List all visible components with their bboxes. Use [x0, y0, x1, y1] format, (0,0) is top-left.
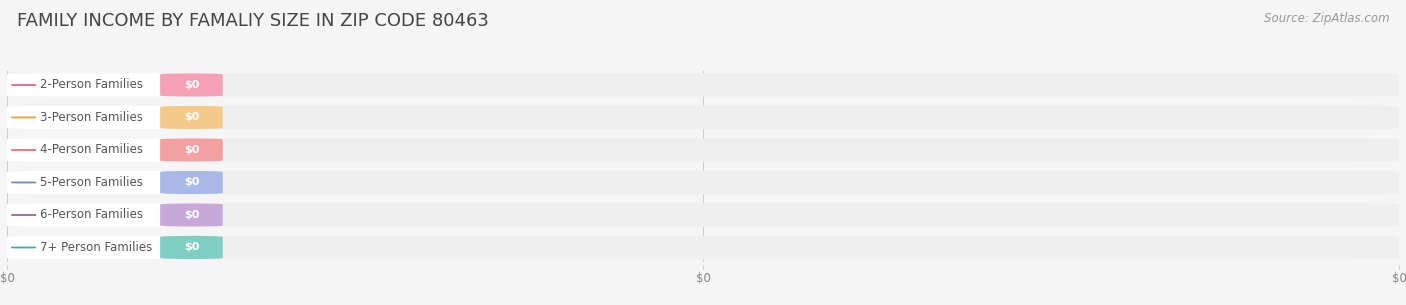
Text: FAMILY INCOME BY FAMALIY SIZE IN ZIP CODE 80463: FAMILY INCOME BY FAMALIY SIZE IN ZIP COD… — [17, 12, 489, 30]
Text: $0: $0 — [184, 242, 200, 253]
Text: 3-Person Families: 3-Person Families — [41, 111, 143, 124]
Text: 2-Person Families: 2-Person Families — [41, 78, 143, 92]
FancyBboxPatch shape — [7, 138, 222, 162]
FancyBboxPatch shape — [7, 106, 222, 129]
Text: $0: $0 — [184, 145, 200, 155]
Text: $0: $0 — [184, 178, 200, 188]
Text: $0: $0 — [184, 113, 200, 123]
FancyBboxPatch shape — [7, 73, 222, 97]
Circle shape — [11, 247, 37, 248]
FancyBboxPatch shape — [7, 171, 1399, 194]
FancyBboxPatch shape — [160, 171, 222, 194]
FancyBboxPatch shape — [7, 73, 1399, 97]
Text: 5-Person Families: 5-Person Families — [41, 176, 143, 189]
FancyBboxPatch shape — [7, 203, 222, 227]
Text: $0: $0 — [184, 210, 200, 220]
Circle shape — [11, 117, 37, 118]
FancyBboxPatch shape — [160, 138, 222, 162]
FancyBboxPatch shape — [7, 106, 1399, 129]
FancyBboxPatch shape — [7, 236, 1399, 259]
FancyBboxPatch shape — [160, 73, 222, 97]
FancyBboxPatch shape — [7, 203, 1399, 227]
FancyBboxPatch shape — [160, 106, 222, 129]
Text: 7+ Person Families: 7+ Person Families — [41, 241, 153, 254]
Text: Source: ZipAtlas.com: Source: ZipAtlas.com — [1264, 12, 1389, 25]
FancyBboxPatch shape — [160, 236, 222, 259]
Text: 6-Person Families: 6-Person Families — [41, 209, 143, 221]
Circle shape — [11, 182, 37, 183]
FancyBboxPatch shape — [7, 171, 222, 194]
FancyBboxPatch shape — [7, 138, 1399, 162]
Text: 4-Person Families: 4-Person Families — [41, 143, 143, 156]
FancyBboxPatch shape — [160, 203, 222, 227]
Text: $0: $0 — [184, 80, 200, 90]
FancyBboxPatch shape — [7, 236, 222, 259]
